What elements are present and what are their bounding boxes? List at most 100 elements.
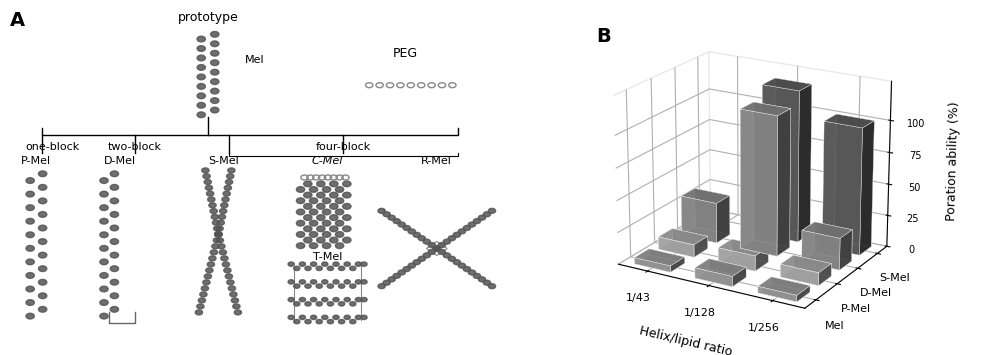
Circle shape: [330, 215, 338, 220]
Circle shape: [110, 212, 119, 217]
Circle shape: [433, 246, 440, 251]
Circle shape: [327, 302, 334, 306]
Circle shape: [317, 237, 325, 243]
Circle shape: [383, 280, 390, 285]
Circle shape: [214, 226, 221, 231]
Circle shape: [478, 277, 486, 282]
Circle shape: [223, 191, 230, 196]
Circle shape: [212, 220, 220, 225]
Circle shape: [296, 243, 305, 248]
Circle shape: [299, 262, 306, 266]
Circle shape: [448, 236, 455, 241]
Circle shape: [211, 69, 219, 75]
Circle shape: [203, 174, 210, 179]
Circle shape: [305, 284, 311, 288]
Circle shape: [403, 225, 410, 230]
Circle shape: [299, 297, 306, 302]
Circle shape: [296, 198, 305, 203]
Circle shape: [38, 185, 47, 190]
Circle shape: [418, 236, 425, 241]
Text: R-Mel: R-Mel: [421, 156, 452, 166]
Circle shape: [204, 180, 211, 185]
Circle shape: [304, 237, 312, 243]
Circle shape: [211, 41, 219, 47]
Circle shape: [305, 320, 311, 324]
Circle shape: [338, 266, 345, 271]
Circle shape: [316, 320, 322, 324]
Circle shape: [211, 60, 219, 66]
Circle shape: [333, 262, 339, 266]
Circle shape: [355, 280, 362, 284]
Circle shape: [294, 320, 300, 324]
Circle shape: [335, 220, 344, 226]
Circle shape: [202, 168, 209, 173]
Circle shape: [310, 280, 317, 284]
Circle shape: [100, 246, 108, 251]
Circle shape: [38, 266, 47, 272]
Circle shape: [343, 203, 351, 209]
Circle shape: [361, 280, 367, 284]
Circle shape: [26, 218, 34, 224]
Circle shape: [361, 262, 367, 266]
Circle shape: [355, 315, 362, 320]
Circle shape: [443, 239, 450, 244]
Circle shape: [310, 262, 317, 266]
Circle shape: [309, 220, 318, 226]
Circle shape: [210, 250, 218, 255]
Text: S-Mel: S-Mel: [208, 156, 239, 166]
Circle shape: [327, 266, 334, 271]
Circle shape: [26, 273, 34, 278]
Circle shape: [294, 302, 300, 306]
Circle shape: [305, 302, 311, 306]
Circle shape: [206, 191, 214, 196]
Circle shape: [222, 262, 230, 267]
Circle shape: [344, 280, 350, 284]
Circle shape: [317, 226, 325, 232]
Text: A: A: [10, 11, 26, 30]
Circle shape: [378, 284, 385, 289]
Circle shape: [100, 191, 108, 197]
Circle shape: [218, 214, 226, 219]
Circle shape: [288, 297, 294, 302]
Circle shape: [304, 203, 312, 209]
Circle shape: [218, 244, 225, 249]
Circle shape: [26, 246, 34, 251]
Circle shape: [443, 253, 450, 258]
Circle shape: [219, 209, 227, 214]
Circle shape: [212, 244, 219, 249]
Circle shape: [110, 225, 119, 231]
Circle shape: [288, 315, 294, 320]
Circle shape: [197, 36, 205, 42]
Circle shape: [350, 284, 356, 288]
Circle shape: [330, 237, 338, 243]
Circle shape: [198, 298, 206, 303]
Circle shape: [408, 229, 415, 234]
Circle shape: [322, 231, 331, 237]
Circle shape: [231, 298, 239, 303]
Circle shape: [288, 280, 294, 284]
Circle shape: [110, 279, 119, 285]
Circle shape: [26, 286, 34, 292]
Circle shape: [296, 187, 305, 192]
Circle shape: [473, 273, 481, 278]
Circle shape: [100, 300, 108, 305]
Text: P-Mel: P-Mel: [21, 156, 51, 166]
Circle shape: [322, 262, 328, 266]
Circle shape: [355, 297, 362, 302]
Circle shape: [413, 260, 420, 265]
Circle shape: [211, 107, 219, 113]
Circle shape: [428, 242, 435, 247]
Circle shape: [338, 302, 345, 306]
Circle shape: [398, 270, 405, 275]
Circle shape: [299, 315, 306, 320]
Circle shape: [197, 83, 205, 89]
Circle shape: [433, 246, 440, 251]
Circle shape: [215, 232, 222, 237]
Circle shape: [100, 259, 108, 265]
Circle shape: [355, 262, 362, 266]
Circle shape: [200, 292, 207, 297]
Circle shape: [204, 274, 212, 279]
Circle shape: [327, 320, 334, 324]
Circle shape: [38, 252, 47, 258]
Circle shape: [211, 214, 218, 219]
